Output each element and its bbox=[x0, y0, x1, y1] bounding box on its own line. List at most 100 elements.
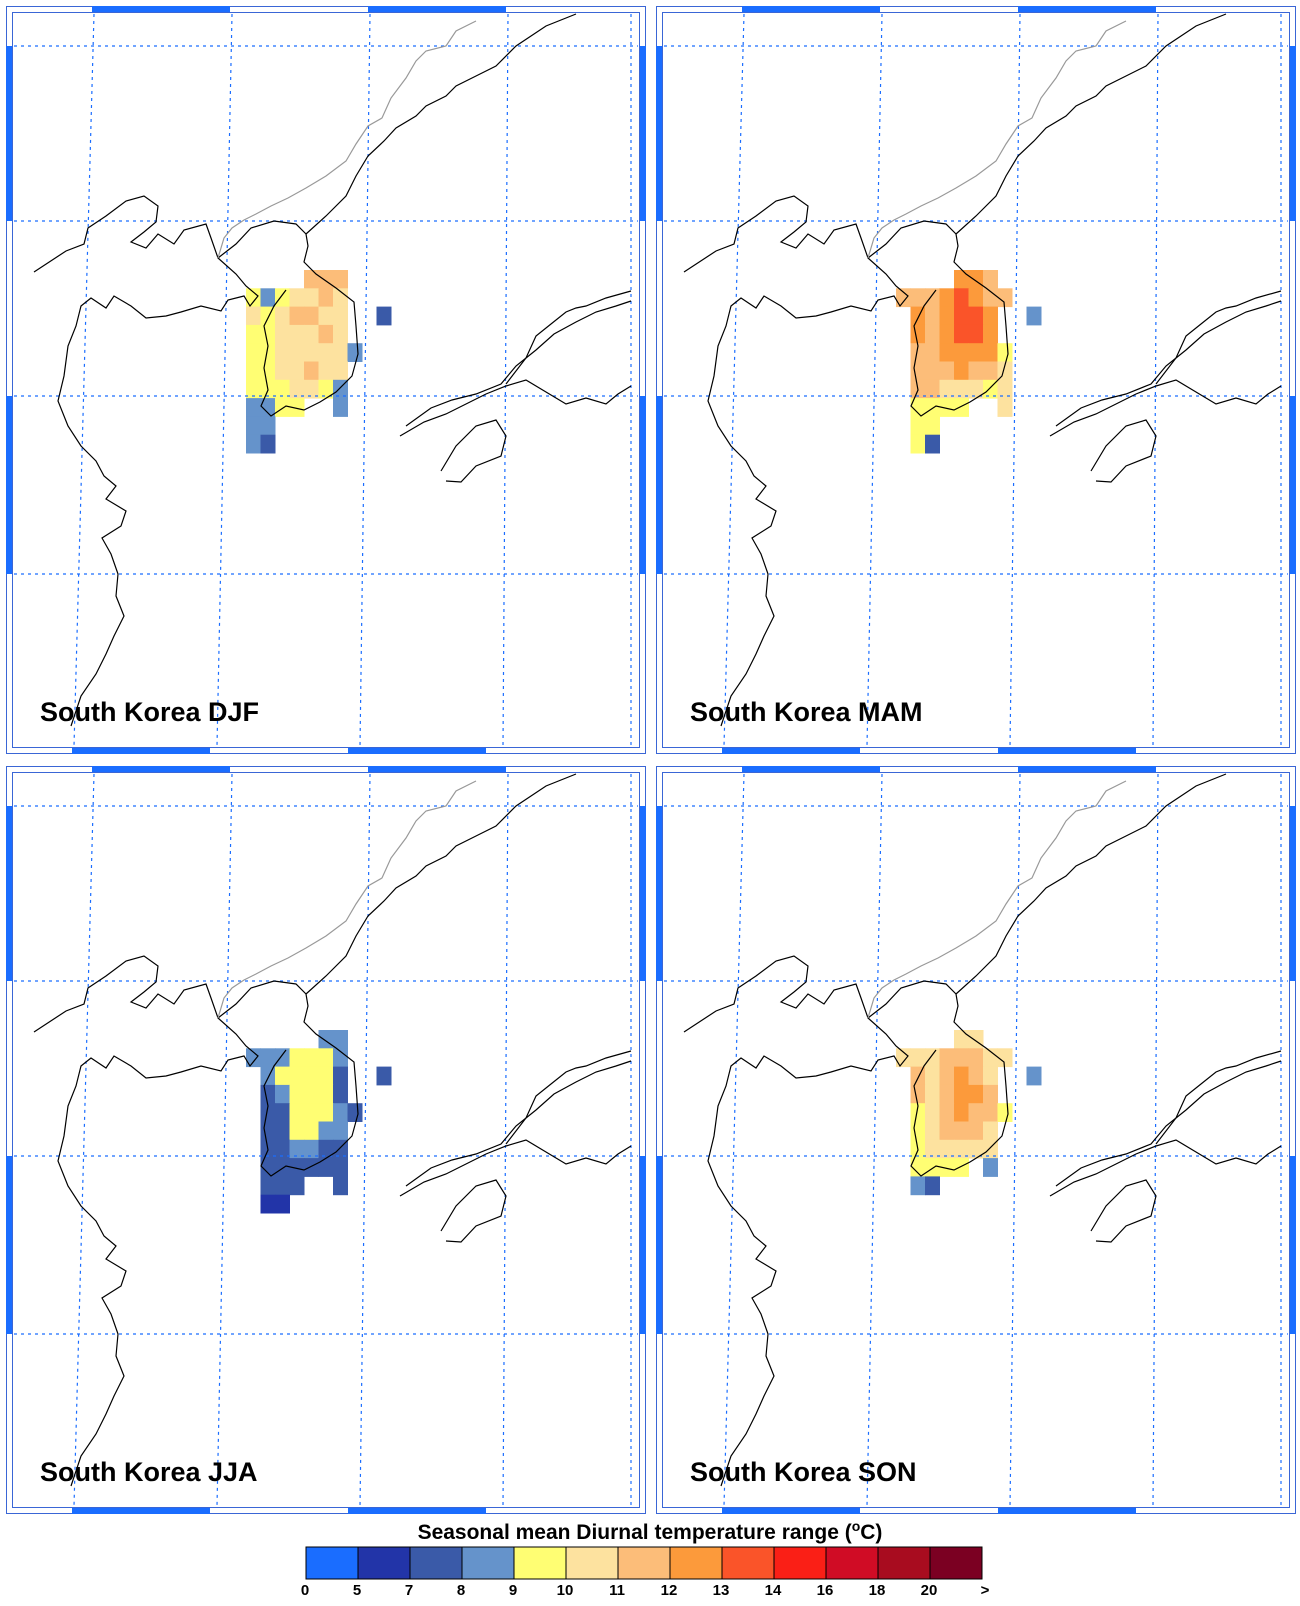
coastline bbox=[1049, 1139, 1282, 1197]
grid-cell bbox=[289, 1084, 305, 1104]
grid-cell bbox=[260, 1176, 276, 1196]
grid-cell bbox=[260, 288, 276, 308]
grid-cell bbox=[260, 1048, 276, 1068]
frame-right-bar bbox=[1290, 1156, 1296, 1334]
grid-cell bbox=[260, 1084, 276, 1104]
colorbar-tick-label: 14 bbox=[764, 1582, 782, 1599]
frame-right-bar bbox=[1290, 46, 1296, 221]
frame-top-bar bbox=[368, 766, 506, 772]
map-inner-frame bbox=[12, 772, 640, 1508]
grid-cell bbox=[954, 398, 969, 417]
grid-cell bbox=[954, 1121, 969, 1141]
grid-cell bbox=[910, 416, 926, 436]
grid-cell bbox=[997, 288, 1013, 308]
grid-cell bbox=[939, 324, 955, 344]
map-canvas bbox=[6, 766, 646, 1514]
grid-cell bbox=[289, 306, 305, 326]
grid-cell bbox=[260, 1066, 276, 1086]
grid-cell bbox=[333, 1121, 348, 1141]
grid-cell bbox=[275, 398, 290, 417]
frame-bottom-bar bbox=[722, 1508, 860, 1514]
longitude-line bbox=[502, 13, 509, 747]
grid-cell bbox=[968, 343, 984, 362]
grid-cell bbox=[910, 288, 926, 308]
frame-left-bar bbox=[656, 806, 662, 981]
grid-cell bbox=[925, 1084, 940, 1104]
grid-cell bbox=[954, 361, 969, 381]
grid-cell bbox=[925, 324, 940, 344]
grid-cell bbox=[939, 1084, 955, 1104]
grid-cell bbox=[246, 434, 261, 454]
grid-cell bbox=[318, 1084, 334, 1104]
legend-title-suffix: C) bbox=[860, 1521, 883, 1544]
grid-cell bbox=[289, 288, 305, 308]
grid-cell bbox=[925, 1139, 940, 1159]
grid-cell bbox=[304, 343, 319, 362]
grid-cell bbox=[925, 1103, 940, 1122]
grid-cell bbox=[260, 434, 276, 454]
grid-cell bbox=[939, 1103, 955, 1122]
grid-cell bbox=[289, 398, 305, 417]
longitude-line bbox=[723, 773, 745, 1507]
longitude-line bbox=[359, 13, 371, 747]
coastline bbox=[1049, 379, 1282, 437]
frame-left-bar bbox=[6, 46, 12, 221]
grid-cell bbox=[896, 1048, 911, 1068]
grid-cell bbox=[347, 343, 363, 362]
grid-cell bbox=[318, 288, 334, 308]
grid-cell bbox=[289, 1176, 305, 1196]
colorbar-bin bbox=[669, 1546, 723, 1580]
colorbar-tick-label: 7 bbox=[404, 1582, 414, 1599]
grid-cell bbox=[376, 1066, 392, 1086]
map-inner-frame bbox=[662, 772, 1290, 1508]
coastline bbox=[1090, 419, 1157, 483]
grid-cell bbox=[289, 1158, 305, 1177]
colorbar-bin bbox=[513, 1546, 567, 1580]
grid-cell bbox=[968, 288, 984, 308]
grid-cell bbox=[910, 1121, 926, 1141]
colorbar-bin bbox=[617, 1546, 671, 1580]
grid-cell bbox=[260, 1103, 276, 1122]
grid-cell bbox=[333, 361, 348, 381]
coastline bbox=[955, 773, 1227, 995]
grid-cell bbox=[289, 343, 305, 362]
grid-cell bbox=[289, 1048, 305, 1068]
grid-cell bbox=[983, 361, 998, 381]
frame-bottom-bar bbox=[722, 748, 860, 754]
map-panel-son: South Korea SON bbox=[656, 766, 1296, 1514]
longitude-line bbox=[73, 13, 95, 747]
longitude-line bbox=[502, 773, 509, 1507]
grid-cell bbox=[333, 324, 348, 344]
grid-cell bbox=[910, 306, 926, 326]
grid-cell bbox=[910, 361, 926, 381]
grid-cell bbox=[318, 361, 334, 381]
coastline bbox=[399, 379, 632, 437]
frame-right-bar bbox=[640, 396, 646, 574]
map-inner-frame bbox=[662, 12, 1290, 748]
longitude-line bbox=[1152, 13, 1159, 747]
legend-title-degree: o bbox=[851, 1518, 861, 1534]
grid-cell bbox=[304, 1121, 319, 1141]
grid-cell bbox=[260, 416, 276, 436]
colorbar-bin bbox=[461, 1546, 515, 1580]
grid-cell bbox=[347, 1103, 363, 1122]
grid-cell bbox=[275, 324, 290, 344]
grid-cell bbox=[318, 1030, 334, 1049]
grid-cell bbox=[997, 398, 1013, 417]
grid-cell bbox=[968, 361, 984, 381]
grid-cell bbox=[318, 270, 334, 289]
grid-cell bbox=[968, 1084, 984, 1104]
colorbar-bin bbox=[877, 1546, 931, 1580]
coastline bbox=[217, 220, 359, 417]
colorbar-bin bbox=[565, 1546, 619, 1580]
grid-cell bbox=[939, 398, 955, 417]
grid-cell bbox=[289, 361, 305, 381]
frame-right-bar bbox=[640, 46, 646, 221]
frame-bottom-bar bbox=[72, 1508, 210, 1514]
grid-cell bbox=[939, 1139, 955, 1159]
grid-cell bbox=[333, 343, 348, 362]
grid-cell bbox=[289, 324, 305, 344]
grid-cell bbox=[954, 343, 969, 362]
colorbar-tick-label: 9 bbox=[508, 1582, 518, 1599]
grid-cell bbox=[939, 1066, 955, 1086]
